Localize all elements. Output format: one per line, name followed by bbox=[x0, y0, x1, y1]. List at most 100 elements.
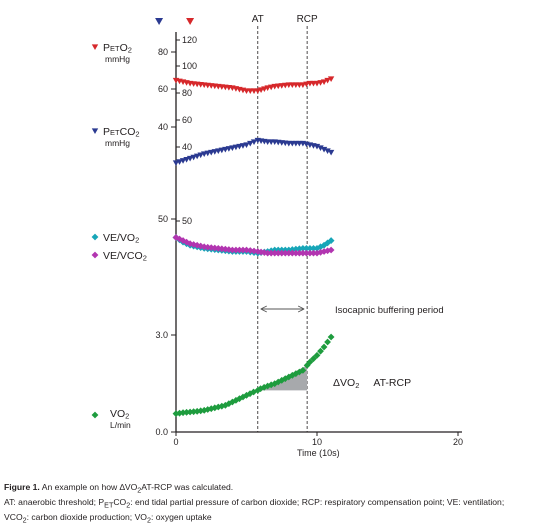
delta-vo2-label: ΔVO2 AT-RCP bbox=[333, 377, 411, 390]
right-tick-label-ve-50: 50 bbox=[182, 216, 192, 226]
point-ve-vo2 bbox=[327, 237, 335, 244]
point-vo2 bbox=[299, 366, 307, 374]
point-vo2 bbox=[317, 347, 324, 355]
point-vo2 bbox=[204, 406, 212, 413]
point-ve-vo2 bbox=[295, 245, 303, 253]
point-ve-vco2 bbox=[229, 246, 236, 254]
point-vo2 bbox=[250, 388, 257, 396]
left-tick-label-co2-80: 80 bbox=[158, 47, 168, 57]
point-vo2 bbox=[295, 368, 303, 376]
point-ve-vco2 bbox=[274, 249, 282, 257]
legend-label-peto2: PETO2 bbox=[103, 42, 132, 55]
left-tick-label-vo2-0.0: 0.0 bbox=[155, 427, 168, 437]
period-arrow-right-head bbox=[297, 305, 305, 313]
caption-line-3: VCO2: carbon dioxide production; VO2: ox… bbox=[4, 512, 212, 525]
legend-unit-peto2: mmHg bbox=[105, 54, 130, 64]
point-vo2 bbox=[313, 351, 321, 359]
point-petco2 bbox=[186, 155, 194, 162]
legend-label-petco2: PETCO2 bbox=[103, 126, 140, 139]
point-petco2 bbox=[172, 160, 180, 166]
caption-line-1: Figure 1. An example on how ∆VO2AT-RCP w… bbox=[4, 482, 234, 495]
legend-label-vo2: VO2 bbox=[110, 408, 129, 421]
point-peto2 bbox=[320, 79, 328, 85]
point-ve-vco2 bbox=[313, 249, 321, 257]
legend-unit-vo2: L/min bbox=[110, 420, 131, 430]
point-petco2 bbox=[247, 140, 254, 147]
point-ve-vo2 bbox=[303, 245, 310, 252]
point-ve-vco2 bbox=[271, 249, 279, 257]
start-marker-1 bbox=[186, 18, 195, 25]
point-ve-vco2 bbox=[292, 249, 300, 257]
point-ve-vco2 bbox=[225, 246, 233, 253]
point-ve-vco2 bbox=[193, 241, 201, 249]
legend-marker-ve-vo2 bbox=[91, 233, 99, 241]
left-tick-label-co2-40: 40 bbox=[158, 122, 168, 132]
point-vo2 bbox=[285, 373, 293, 381]
point-vo2 bbox=[278, 376, 286, 384]
point-petco2 bbox=[197, 152, 204, 159]
point-ve-vco2 bbox=[214, 245, 222, 252]
point-ve-vco2 bbox=[236, 246, 243, 254]
point-vo2 bbox=[324, 338, 331, 346]
legend-marker-vo2 bbox=[91, 411, 99, 419]
legend-label-ve-vo2: VE/VO2 bbox=[103, 232, 139, 245]
legend-marker-peto2 bbox=[91, 44, 99, 50]
point-vo2 bbox=[306, 358, 314, 366]
point-petco2 bbox=[183, 157, 190, 163]
point-peto2 bbox=[324, 77, 331, 84]
point-ve-vco2 bbox=[288, 249, 296, 257]
point-petco2 bbox=[179, 158, 187, 164]
point-ve-vco2 bbox=[257, 248, 265, 256]
point-petco2 bbox=[313, 143, 321, 150]
point-vo2 bbox=[229, 398, 236, 406]
point-ve-vco2 bbox=[190, 241, 198, 248]
point-vo2 bbox=[310, 355, 317, 363]
start-marker-0 bbox=[155, 18, 164, 25]
period-label: Isocapnic buffering period bbox=[335, 305, 444, 316]
legend-label-ve-vco2: VE/VCO2 bbox=[103, 250, 147, 263]
point-peto2 bbox=[327, 76, 335, 82]
point-ve-vco2 bbox=[200, 243, 208, 251]
point-ve-vco2 bbox=[285, 249, 293, 257]
point-petco2 bbox=[193, 153, 201, 160]
legend-unit-petco2: mmHg bbox=[105, 138, 130, 148]
point-ve-vco2 bbox=[303, 249, 310, 257]
point-ve-vco2 bbox=[211, 244, 219, 252]
point-ve-vo2 bbox=[310, 245, 317, 252]
right-tick-label-co2-120: 120 bbox=[182, 35, 197, 45]
point-vo2 bbox=[183, 408, 190, 416]
point-ve-vco2 bbox=[310, 249, 317, 257]
point-vo2 bbox=[193, 407, 201, 415]
point-vo2 bbox=[186, 408, 194, 416]
period-arrow-left-head bbox=[260, 305, 267, 313]
at-label: AT bbox=[252, 14, 264, 25]
right-tick-label-co2-60: 60 bbox=[182, 115, 192, 125]
right-tick-label-co2-100: 100 bbox=[182, 61, 197, 71]
point-petco2 bbox=[320, 146, 328, 153]
point-vo2 bbox=[214, 403, 222, 411]
rcp-label: RCP bbox=[297, 14, 318, 25]
point-ve-vo2 bbox=[306, 245, 314, 252]
point-vo2 bbox=[211, 404, 219, 412]
point-ve-vco2 bbox=[183, 238, 190, 246]
point-petco2 bbox=[317, 145, 324, 151]
x-tick-label-20: 20 bbox=[453, 437, 463, 447]
caption-line-2: AT: anaerobic threshold; PETCO2: end tid… bbox=[4, 497, 505, 510]
point-petco2 bbox=[176, 159, 183, 165]
point-ve-vco2 bbox=[278, 249, 286, 257]
point-ve-vo2 bbox=[313, 245, 321, 252]
point-ve-vco2 bbox=[267, 249, 275, 257]
x-tick-label-0: 0 bbox=[173, 437, 178, 447]
point-ve-vco2 bbox=[207, 244, 215, 252]
point-ve-vco2 bbox=[264, 249, 272, 257]
x-axis-label: Time (10s) bbox=[297, 448, 340, 458]
point-petco2 bbox=[243, 142, 250, 148]
point-ve-vco2 bbox=[306, 249, 314, 257]
figure-chart: 0 10 20 Time (10s) AT RCP Isocapnic buffering … bbox=[91, 14, 463, 458]
point-vo2 bbox=[303, 361, 311, 369]
point-petco2 bbox=[324, 148, 331, 154]
x-tick-label-10: 10 bbox=[312, 437, 322, 447]
point-vo2 bbox=[320, 343, 328, 351]
point-vo2 bbox=[200, 406, 208, 414]
legend-marker-petco2 bbox=[91, 128, 99, 134]
